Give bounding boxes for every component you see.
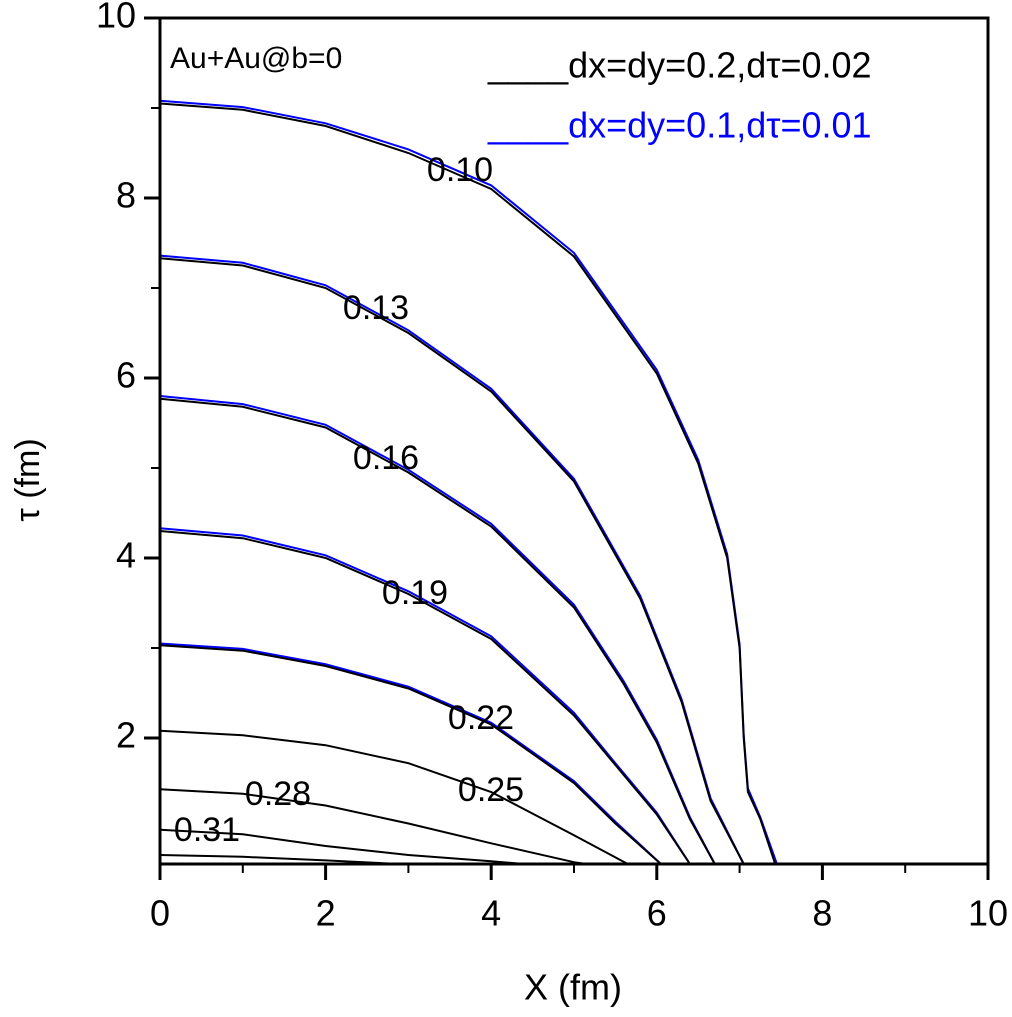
- contour-line: [159, 788, 587, 865]
- y-tick-label: 8: [116, 175, 136, 216]
- x-axis-title: X (fm): [524, 967, 622, 1008]
- annotation: Au+Au@b=0: [170, 42, 342, 75]
- contour-line: [159, 254, 745, 865]
- contour-line: [159, 527, 691, 865]
- contour-line: [159, 644, 662, 865]
- contour-line: [159, 102, 777, 865]
- x-tick-label: 10: [968, 893, 1008, 934]
- contour-line: [159, 828, 525, 865]
- y-tick-label: 10: [96, 0, 136, 36]
- contour-line: [159, 99, 778, 865]
- contour-line: [159, 257, 745, 865]
- contour-line: [159, 397, 716, 865]
- contour-label: 0.16: [353, 439, 419, 477]
- contour-line: [159, 642, 662, 865]
- contour-line: [159, 854, 401, 865]
- contour-label: 0.19: [382, 574, 448, 612]
- contour-line: [159, 530, 691, 865]
- legend-entry: ____dx=dy=0.1,dτ=0.01: [487, 105, 872, 146]
- x-tick-label: 2: [316, 893, 336, 934]
- x-tick-label: 4: [481, 893, 501, 934]
- y-tick-label: 2: [116, 715, 136, 756]
- contour-label: 0.22: [448, 699, 514, 737]
- contour-label: 0.31: [174, 811, 240, 849]
- contour-line: [159, 729, 629, 865]
- x-tick-label: 8: [812, 893, 832, 934]
- contour-label: 0.28: [245, 775, 311, 813]
- y-axis-title: τ (fm): [9, 438, 47, 521]
- x-tick-label: 6: [647, 893, 667, 934]
- contour-label: 0.13: [343, 289, 409, 327]
- y-tick-label: 6: [116, 355, 136, 396]
- x-tick-label: 0: [150, 893, 170, 934]
- y-tick-label: 4: [116, 535, 136, 576]
- legend-entry: ____dx=dy=0.2,dτ=0.02: [487, 45, 872, 86]
- contour-label: 0.10: [427, 151, 493, 189]
- contour-label: 0.25: [458, 771, 524, 809]
